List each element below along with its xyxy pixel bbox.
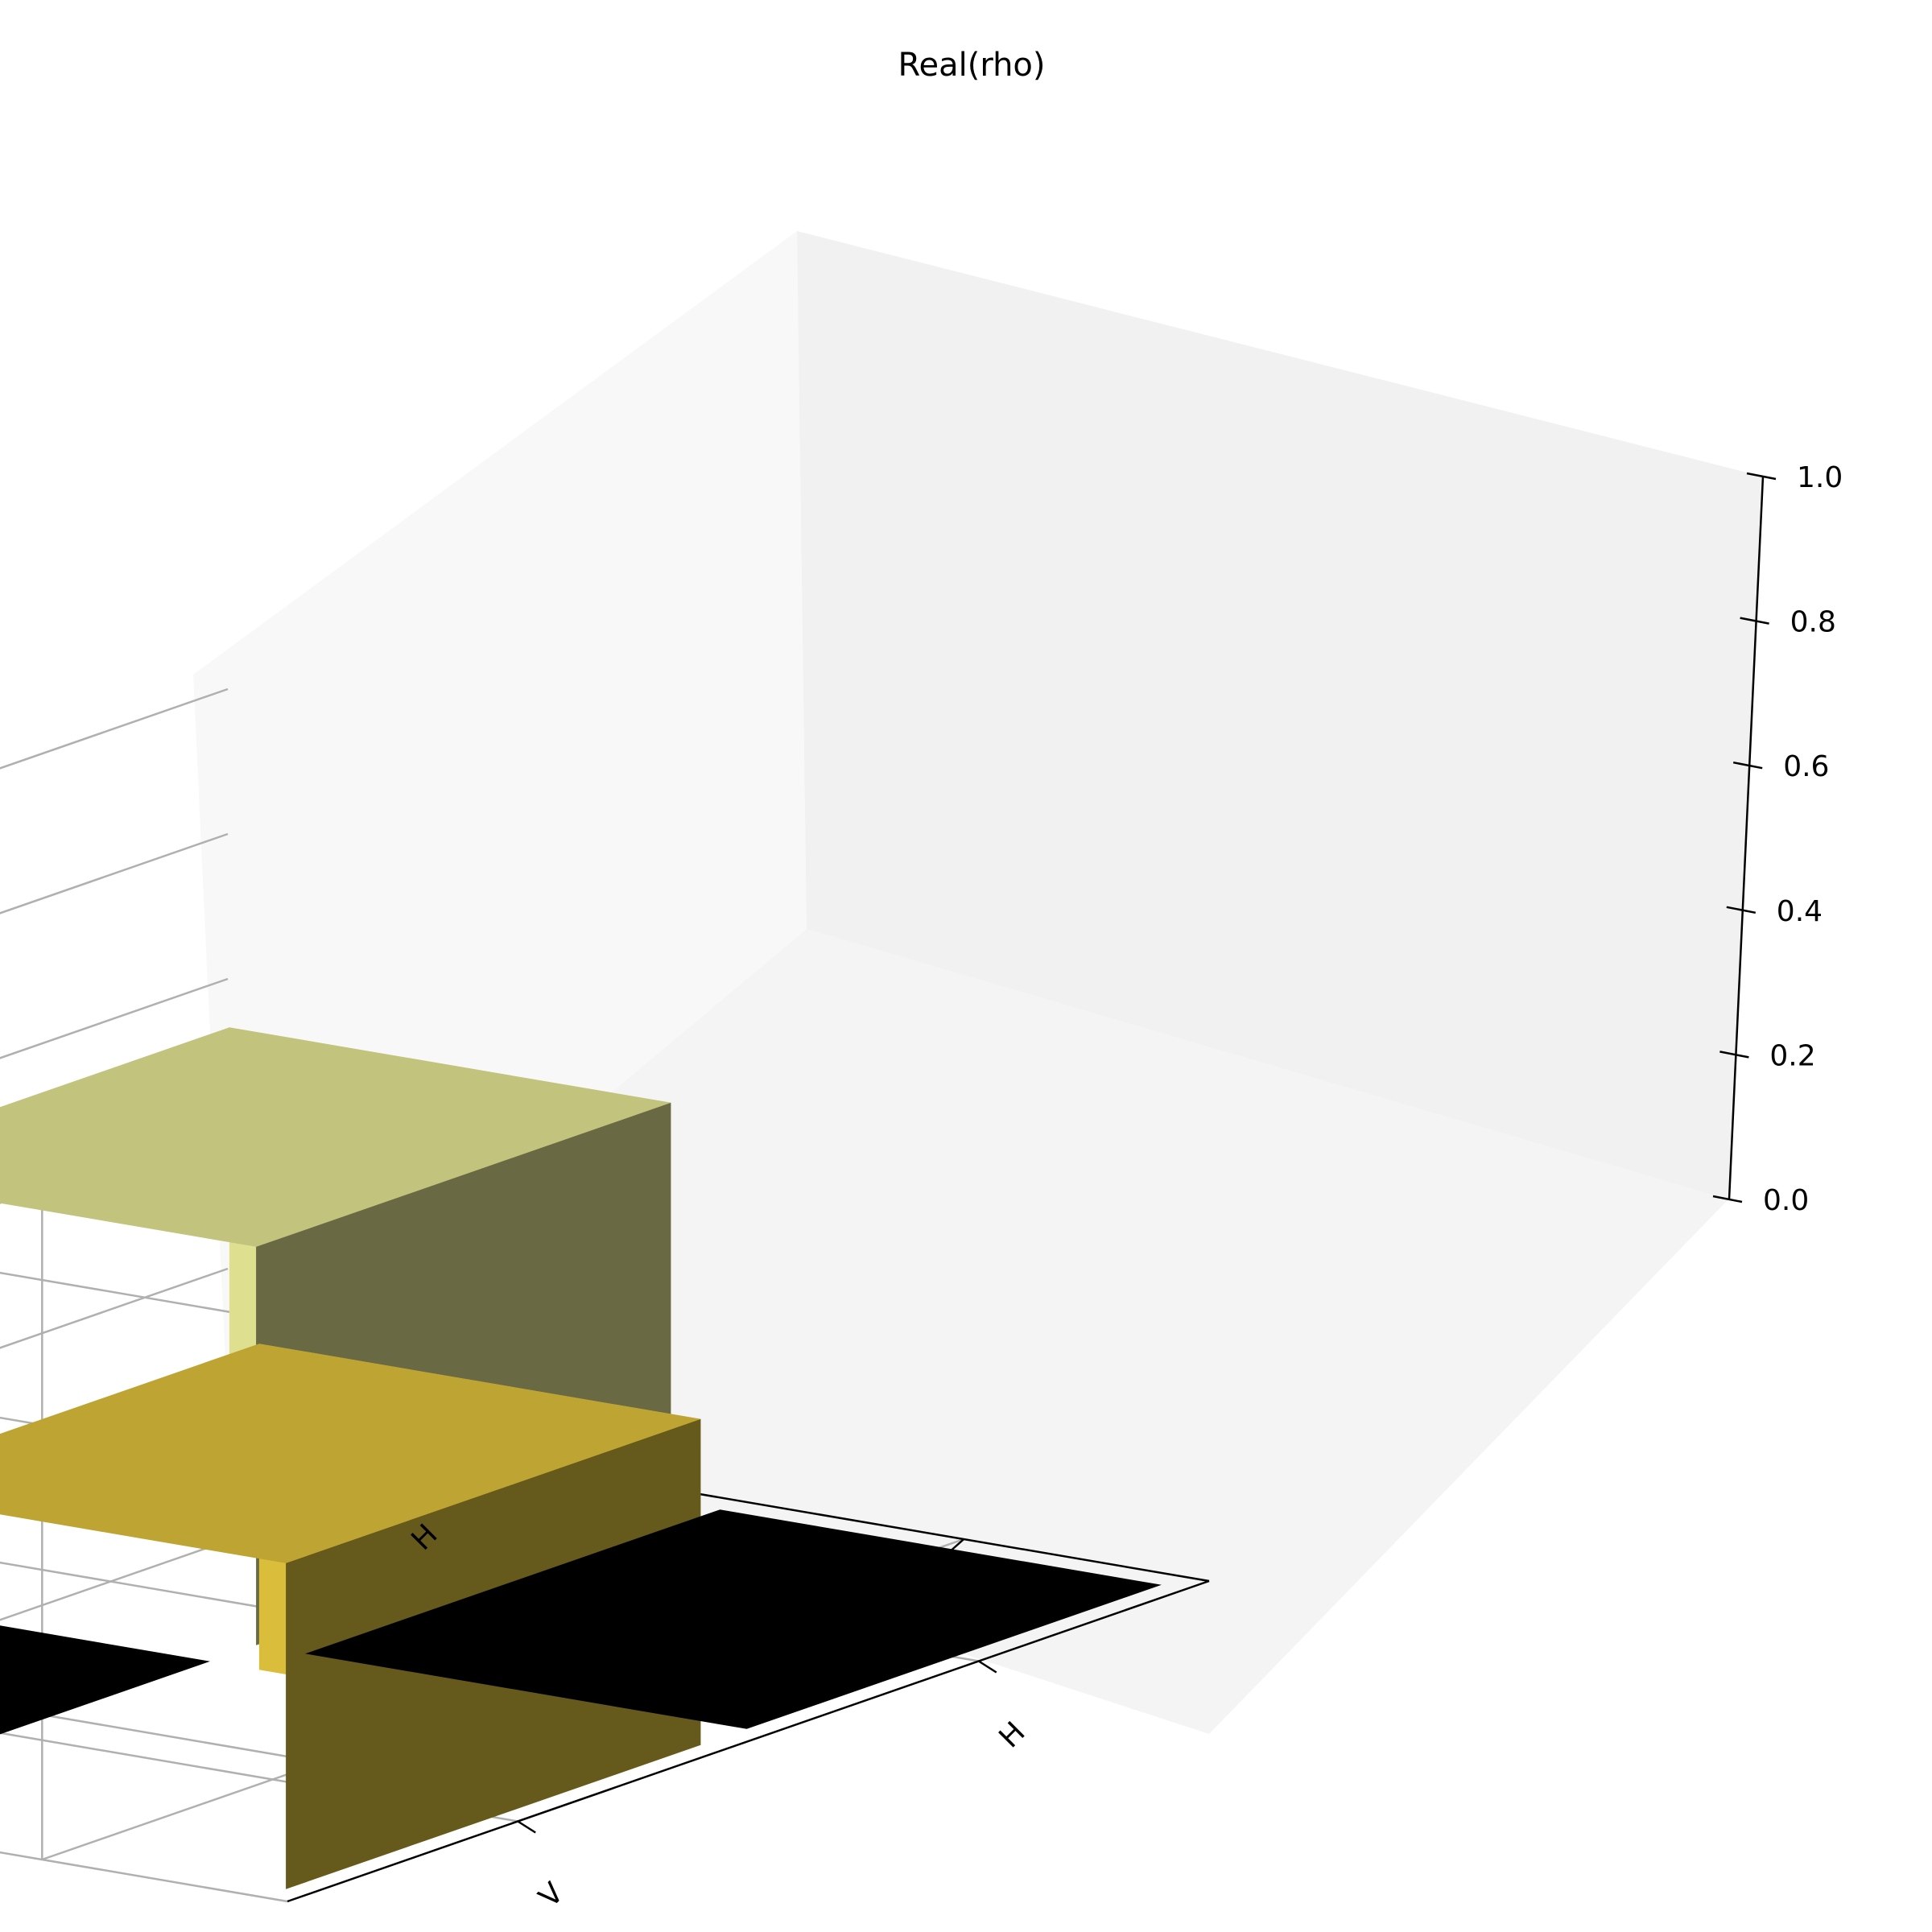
back-pane xyxy=(797,231,1763,1199)
bar-H-V xyxy=(0,1625,210,1735)
z-tick xyxy=(1746,472,1777,481)
z-tick-label: 0.0 xyxy=(1763,1184,1809,1217)
bar-top-face xyxy=(0,1027,671,1247)
bar-V-H xyxy=(305,1509,1162,1729)
chart-title: Real(rho) xyxy=(898,47,1045,84)
bar-top-face xyxy=(0,1625,210,1735)
bar-top-face xyxy=(0,1344,701,1563)
z-tick xyxy=(1726,906,1757,914)
bars xyxy=(0,1027,1162,1889)
y-axis-line xyxy=(287,1579,1210,1903)
z-axis-line xyxy=(1728,476,1765,1200)
z-tick xyxy=(1719,1051,1749,1059)
z-tick xyxy=(1740,617,1769,625)
z-tick xyxy=(1732,761,1763,770)
y-tick-label: V xyxy=(533,1876,571,1914)
z-tick-label: 0.2 xyxy=(1769,1039,1815,1072)
y-tick-label: H xyxy=(993,1715,1032,1754)
z-tick-label: 0.4 xyxy=(1777,895,1823,928)
y-tick xyxy=(517,1820,536,1834)
z-tick xyxy=(1712,1195,1743,1203)
z-tick-label: 0.6 xyxy=(1783,750,1829,783)
bar-top-face xyxy=(305,1509,1162,1729)
y-tick xyxy=(978,1660,997,1674)
z-tick-label: 0.8 xyxy=(1790,606,1836,639)
z-tick-label: 1.0 xyxy=(1797,461,1843,494)
